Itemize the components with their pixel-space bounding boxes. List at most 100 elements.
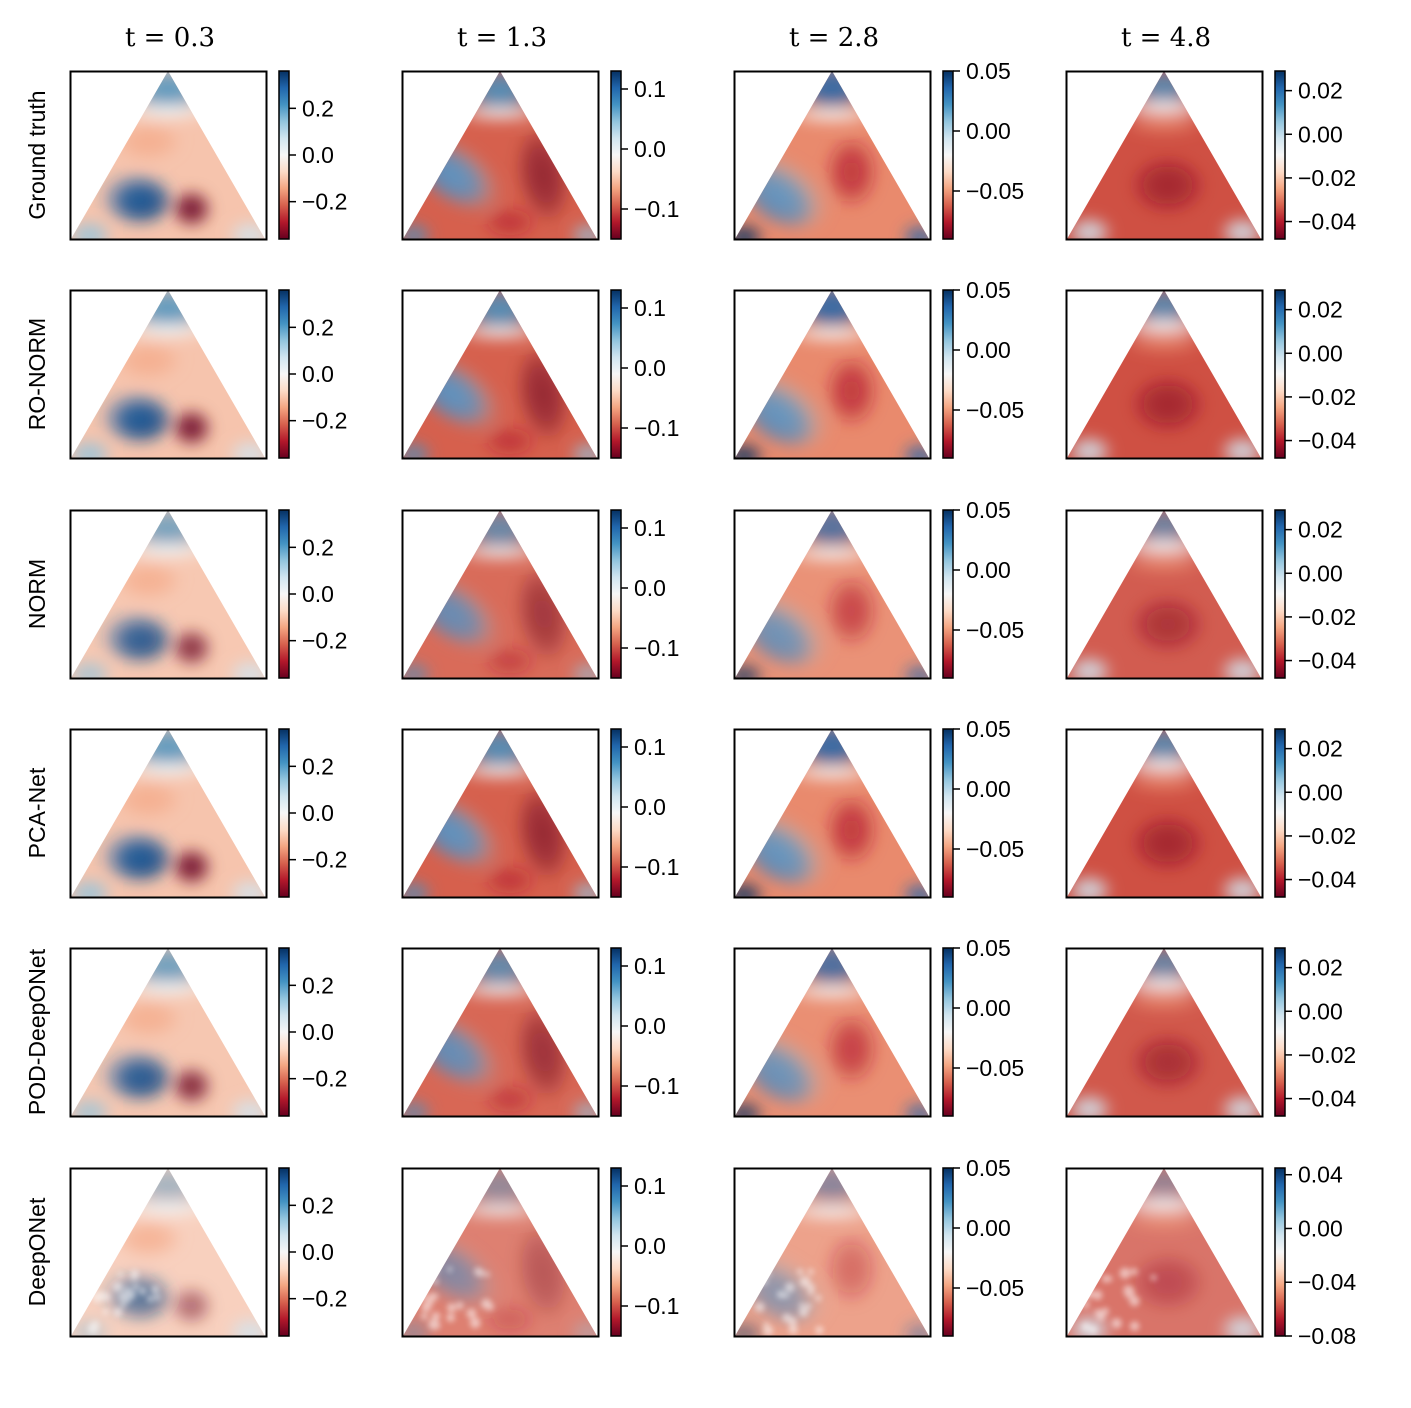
colorbar-tick-label: 0.05 bbox=[966, 716, 1011, 742]
colorbar-tick-label: 0.00 bbox=[1298, 340, 1343, 366]
panel-frame bbox=[1065, 947, 1264, 1118]
colorbar-tick-label: 0.00 bbox=[966, 776, 1011, 802]
colorbar-tick-label: 0.05 bbox=[966, 1155, 1011, 1181]
row-label-pod-deeponet: POD-DeepONet bbox=[24, 948, 50, 1115]
colorbar: 0.2 0.0 −0.2 bbox=[278, 728, 347, 898]
field bbox=[735, 948, 929, 1116]
panel-frame bbox=[69, 509, 268, 680]
colorbar: 0.2 0.0 −0.2 bbox=[278, 289, 347, 459]
colorbar-tick-label: −0.04 bbox=[1298, 1086, 1356, 1112]
panel-norm-col3: 0.05 0.00 −0.05 bbox=[733, 497, 1024, 680]
field bbox=[71, 1168, 265, 1336]
colorbar-tick-label: −0.1 bbox=[634, 196, 679, 222]
colorbar-tick-label: 0.02 bbox=[1298, 78, 1343, 104]
colorbar: 0.2 0.0 −0.2 bbox=[278, 70, 347, 240]
panel-frame bbox=[733, 947, 932, 1118]
colorbar-tick-label: 0.00 bbox=[966, 1215, 1011, 1241]
colorbar-tick-label: 0.05 bbox=[966, 935, 1011, 961]
colorbar-tick-label: 0.1 bbox=[634, 1173, 666, 1199]
colorbar-tick-label: 0.05 bbox=[966, 58, 1011, 84]
panel-frame bbox=[401, 509, 600, 680]
colorbar-tick-label: 0.0 bbox=[302, 581, 334, 607]
colorbar: 0.02 0.00 −0.02 −0.04 bbox=[1274, 509, 1356, 679]
row-label-ro-norm: RO-NORM bbox=[24, 318, 50, 430]
field bbox=[403, 71, 597, 239]
colorbar-tick-label: −0.1 bbox=[634, 1293, 679, 1319]
colorbar-tick-label: −0.2 bbox=[302, 847, 347, 873]
panel-pca-net-col1: 0.2 0.0 −0.2 bbox=[69, 728, 347, 899]
panel-frame bbox=[69, 728, 268, 899]
colorbar: 0.1 0.0 −0.1 bbox=[610, 947, 679, 1117]
panel-norm-col2: 0.1 0.0 −0.1 bbox=[401, 509, 679, 680]
panel-ro-norm-col1: 0.2 0.0 −0.2 bbox=[69, 289, 347, 460]
colorbar-tick-label: −0.05 bbox=[966, 1275, 1024, 1301]
colorbar-tick-label: −0.2 bbox=[302, 408, 347, 434]
colorbar-tick-label: −0.02 bbox=[1298, 384, 1356, 410]
panel-frame bbox=[69, 947, 268, 1118]
colorbar-tick-label: 0.00 bbox=[966, 118, 1011, 144]
colorbar: 0.04 0.00 −0.04 −0.08 bbox=[1274, 1162, 1356, 1349]
colorbar: 0.2 0.0 −0.2 bbox=[278, 947, 347, 1117]
colorbar-tick-label: 0.2 bbox=[302, 534, 334, 560]
colorbar-tick-label: 0.00 bbox=[966, 337, 1011, 363]
panel-frame bbox=[401, 289, 600, 460]
panel-deeponet-col4: 0.04 0.00 −0.04 −0.08 bbox=[1065, 1162, 1356, 1349]
colorbar: 0.1 0.0 −0.1 bbox=[610, 289, 679, 459]
colorbar-tick-label: 0.0 bbox=[634, 1013, 666, 1039]
field bbox=[71, 948, 265, 1116]
colorbar-tick-label: −0.02 bbox=[1298, 165, 1356, 191]
colorbar-tick-label: 0.2 bbox=[302, 1192, 334, 1218]
column-title-1: t = 0.3 bbox=[125, 23, 215, 53]
panel-frame bbox=[401, 70, 600, 241]
colorbar-tick-label: −0.2 bbox=[302, 1286, 347, 1312]
panel-frame bbox=[401, 1167, 600, 1338]
panel-frame bbox=[733, 509, 932, 680]
colorbar: 0.1 0.0 −0.1 bbox=[610, 509, 679, 679]
colorbar-tick-label: 0.02 bbox=[1298, 297, 1343, 323]
colorbar-tick-label: −0.05 bbox=[966, 397, 1024, 423]
field bbox=[403, 729, 597, 897]
colorbar-tick-label: 0.1 bbox=[634, 515, 666, 541]
field bbox=[735, 290, 929, 458]
colorbar-tick-label: −0.04 bbox=[1298, 867, 1356, 893]
panel-frame bbox=[1065, 728, 1264, 899]
colorbar: 0.05 0.00 −0.05 bbox=[942, 1155, 1024, 1337]
field bbox=[1067, 71, 1261, 239]
colorbar: 0.05 0.00 −0.05 bbox=[942, 935, 1024, 1117]
colorbar-tick-label: 0.1 bbox=[634, 76, 666, 102]
panel-ground-truth-col3: 0.05 0.00 −0.05 bbox=[733, 58, 1024, 241]
panel-frame bbox=[1065, 289, 1264, 460]
colorbar-tick-label: −0.2 bbox=[302, 189, 347, 215]
colorbar-tick-label: −0.2 bbox=[302, 628, 347, 654]
colorbar-tick-label: −0.08 bbox=[1298, 1323, 1356, 1349]
panel-frame bbox=[1065, 1167, 1264, 1338]
colorbar-tick-label: −0.02 bbox=[1298, 823, 1356, 849]
panel-ro-norm-col2: 0.1 0.0 −0.1 bbox=[401, 289, 679, 460]
column-title-2: t = 1.3 bbox=[457, 23, 547, 53]
panel-frame bbox=[401, 728, 600, 899]
colorbar-tick-label: −0.1 bbox=[634, 1073, 679, 1099]
panel-deeponet-col3: 0.05 0.00 −0.05 bbox=[733, 1155, 1024, 1338]
colorbar-tick-label: 0.0 bbox=[302, 1019, 334, 1045]
field bbox=[403, 948, 597, 1116]
colorbar: 0.2 0.0 −0.2 bbox=[278, 509, 347, 679]
panel-ro-norm-col4: 0.02 0.00 −0.02 −0.04 bbox=[1065, 289, 1356, 460]
colorbar-tick-label: −0.04 bbox=[1298, 428, 1356, 454]
colorbar-tick-label: −0.04 bbox=[1298, 648, 1356, 674]
panel-frame bbox=[69, 289, 268, 460]
field bbox=[71, 510, 265, 678]
panel-pod-deeponet-col1: 0.2 0.0 −0.2 bbox=[69, 947, 347, 1118]
panel-norm-col1: 0.2 0.0 −0.2 bbox=[69, 509, 347, 680]
panel-frame bbox=[733, 70, 932, 241]
row-label-ground-truth: Ground truth bbox=[24, 90, 50, 219]
colorbar-tick-label: 0.0 bbox=[634, 136, 666, 162]
panel-frame bbox=[733, 728, 932, 899]
panel-frame bbox=[1065, 509, 1264, 680]
colorbar: 0.02 0.00 −0.02 −0.04 bbox=[1274, 728, 1356, 898]
colorbar-tick-label: 0.2 bbox=[302, 314, 334, 340]
field bbox=[403, 1168, 597, 1336]
field bbox=[71, 290, 265, 458]
panel-deeponet-col2: 0.1 0.0 −0.1 bbox=[401, 1167, 679, 1338]
panel-pod-deeponet-col2: 0.1 0.0 −0.1 bbox=[401, 947, 679, 1118]
